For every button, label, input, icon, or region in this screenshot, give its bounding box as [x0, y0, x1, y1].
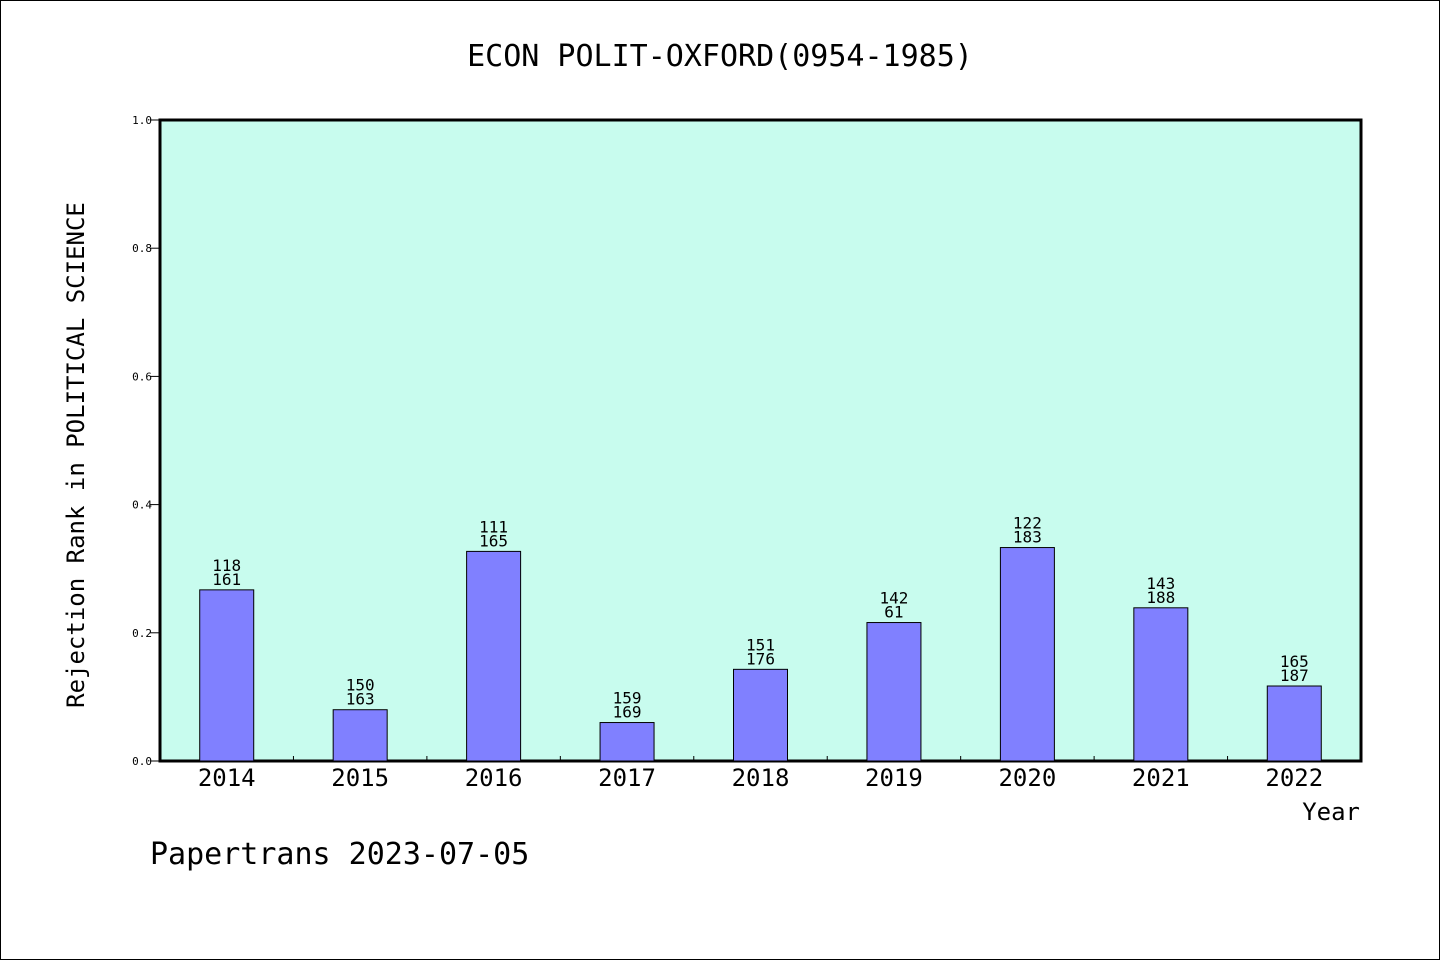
x-tick-label: 2018	[732, 764, 790, 792]
bar-2020	[999, 547, 1055, 762]
bar-label-bottom: 176	[746, 649, 775, 668]
bar-2022	[1266, 685, 1322, 762]
y-tick-label: 1.0	[132, 114, 152, 127]
x-tick-label: 2014	[198, 764, 256, 792]
x-axis-label: Year	[1302, 798, 1360, 826]
bar-label-top: 122	[1013, 514, 1042, 533]
bar-label-top: 142	[879, 589, 908, 608]
bar-label-top: 151	[746, 635, 775, 654]
bar-label-bottom: 187	[1280, 666, 1309, 685]
bar-2018	[733, 668, 788, 762]
bar-label-top: 165	[1280, 652, 1309, 671]
bar-labels-group: 1181611501631111651591691511761426112218…	[212, 514, 1308, 722]
x-tick-label: 2017	[598, 764, 656, 792]
bar-label-bottom: 161	[212, 570, 241, 589]
footer-text: Papertrans 2023-07-05	[150, 837, 529, 872]
x-tick-label: 2022	[1265, 764, 1323, 792]
bar-2017	[599, 722, 655, 762]
bar-2021	[1133, 607, 1189, 762]
bar-label-top: 150	[346, 676, 375, 695]
bar-label-bottom: 188	[1146, 588, 1175, 607]
y-axis-ticks: 0.0 0.2 0.4 0.6 0.8 1.0	[132, 114, 160, 768]
bar-2016	[466, 550, 522, 762]
bar-label-top: 143	[1146, 574, 1175, 593]
chart-title: ECON POLIT-OXFORD(0954-1985)	[467, 39, 973, 74]
bars-group	[199, 547, 1322, 762]
bar-label-bottom: 61	[884, 603, 903, 622]
bar-label-bottom: 163	[346, 690, 375, 709]
bar-label-top: 118	[212, 556, 241, 575]
bar-label-bottom: 169	[613, 703, 642, 722]
y-tick-label: 0.0	[132, 755, 152, 768]
y-axis-label: Rejection Rank in POLITICAL SCIENCE	[62, 202, 90, 708]
x-axis-ticks: 2014 2015 2016 2017 2018 2019 2020 2021 2022	[198, 756, 1323, 792]
bar-2014	[199, 589, 255, 762]
y-tick-label: 0.8	[132, 242, 152, 255]
bar-label-bottom: 165	[479, 531, 508, 550]
bar-label-top: 159	[613, 689, 642, 708]
x-tick-label: 2021	[1132, 764, 1190, 792]
y-tick-label: 0.2	[132, 627, 152, 640]
bar-2019	[866, 622, 922, 762]
y-tick-label: 0.6	[132, 370, 152, 383]
x-tick-label: 2015	[331, 764, 389, 792]
bar-label-bottom: 183	[1013, 528, 1042, 547]
bar-label-top: 111	[479, 517, 508, 536]
bar-2015	[332, 709, 388, 762]
x-tick-label: 2016	[465, 764, 523, 792]
y-tick-label: 0.4	[132, 499, 152, 512]
x-tick-label: 2020	[998, 764, 1056, 792]
x-tick-label: 2019	[865, 764, 923, 792]
